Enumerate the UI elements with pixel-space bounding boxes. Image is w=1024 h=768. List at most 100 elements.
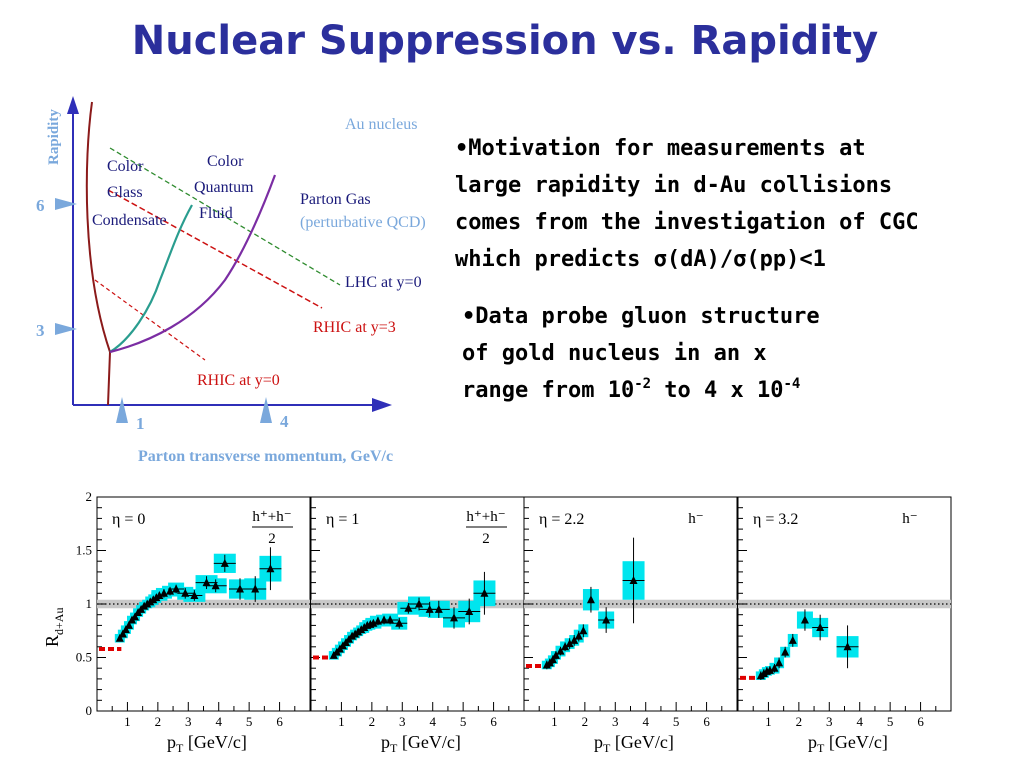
rhic-y0-label: RHIC at y=0 (197, 372, 280, 389)
au-nucleus-label: Au nucleus (345, 116, 417, 133)
diagram-y-axis-arrow (67, 96, 79, 114)
x-tick-label: 1 (124, 714, 131, 729)
data-point (386, 615, 395, 624)
y-tick-label: 2 (86, 489, 93, 504)
eta-label: η = 3.2 (753, 511, 798, 528)
data-point (579, 626, 588, 635)
data-point (155, 590, 164, 599)
x-range-mid: to 4 x 10 (651, 378, 784, 403)
x-tick-label: 3 (612, 714, 619, 729)
data-point (236, 584, 245, 593)
species-denominator: 2 (482, 531, 490, 547)
data-point (166, 586, 175, 595)
data-point (395, 618, 404, 627)
x-axis-label: pT [GeV/c] (808, 732, 888, 755)
data-point (775, 658, 784, 667)
eta-label: η = 2.2 (539, 511, 584, 528)
data-point (380, 615, 389, 624)
data-point (556, 646, 565, 655)
data-point (121, 625, 130, 634)
data-point (373, 616, 382, 625)
x-tick-label: 1 (551, 714, 558, 729)
rdau-panels: 1 2 3 4 5 6 0 0.5 1 1.5 2 Rd+Au pT [GeV/c] η = 0 h⁺+h⁻… (42, 489, 952, 755)
bullet-gluon-line: of gold nucleus in an x (462, 341, 767, 366)
cqf-label-2: Quantum (194, 179, 254, 196)
data-point (480, 588, 489, 597)
data-point (124, 620, 133, 629)
data-point (629, 575, 638, 584)
x-tick-label: 1 (765, 714, 772, 729)
rhic-y3-line (107, 189, 323, 309)
y-tick-label: 1.5 (76, 543, 92, 558)
unity-band (738, 599, 951, 609)
species-numerator: h⁺+h⁻ (466, 509, 505, 525)
data-point (551, 650, 560, 659)
x-tick-4-arrow (260, 397, 272, 423)
x-tick-label: 3 (826, 714, 833, 729)
x-range-exponent-low: -2 (634, 376, 652, 392)
data-point (586, 595, 595, 604)
x-tick-label: 6 (703, 714, 710, 729)
lhc-line (109, 147, 341, 286)
data-point (765, 665, 774, 674)
x-tick-label: 3 (185, 714, 192, 729)
data-point (561, 642, 570, 651)
x-tick-label: 1 (338, 714, 345, 729)
x-tick-label: 2 (155, 714, 162, 729)
cgc-label-3: Condensate (92, 212, 167, 229)
data-point (159, 588, 168, 597)
data-point (118, 629, 127, 638)
data-point (788, 635, 797, 644)
species-denominator: 2 (268, 531, 276, 547)
x-axis-label: pT [GeV/c] (167, 732, 247, 755)
eta-label: η = 1 (326, 511, 359, 528)
data-point (434, 604, 443, 613)
x-range-exponent-high: -4 (783, 376, 801, 392)
data-point (369, 618, 378, 627)
x-axis-label: pT [GeV/c] (594, 732, 674, 755)
y-tick-label: 1 (86, 596, 93, 611)
x-tick-label: 5 (887, 714, 894, 729)
parton-gas-label-1: Parton Gas (300, 191, 371, 208)
data-point (465, 606, 474, 615)
data-point (570, 635, 579, 644)
data-point (565, 639, 574, 648)
bullet-gluon-line: range from 10-2 to 4 x 10-4 (462, 372, 912, 409)
bullet-motivation-line: comes from the investigation of CGC (455, 210, 919, 235)
rhic-y0-line (94, 279, 206, 361)
x-tick-label: 6 (917, 714, 924, 729)
parton-gas-boundary-curve (109, 174, 277, 354)
x-tick-label: 4 (642, 714, 649, 729)
data-point (548, 655, 557, 664)
rhic-y3-label: RHIC at y=3 (313, 319, 396, 336)
x-tick-label: 2 (796, 714, 803, 729)
y-tick-3-arrow (55, 323, 77, 335)
x-tick-label: 3 (399, 714, 406, 729)
x-tick-1-arrow (116, 397, 128, 423)
data-point (770, 663, 779, 672)
data-point (115, 633, 124, 642)
x-tick-label: 2 (582, 714, 589, 729)
x-range-prefix: range from 10 (462, 378, 635, 403)
cgc-boundary-curve (85, 101, 112, 406)
data-point (266, 564, 275, 573)
y-tick-6-arrow (55, 198, 77, 210)
x-tick-label: 5 (673, 714, 680, 729)
species-label: h⁻ (902, 511, 917, 527)
data-point (574, 631, 583, 640)
data-point (843, 642, 852, 651)
cgc-label-1: Color (107, 158, 144, 175)
bullet-gluon-line: •Data probe gluon structure (462, 304, 820, 329)
rapidity-phase-diagram: Rapidity Parton transverse momentum, GeV… (36, 96, 426, 465)
bullet-motivation-line: •Motivation for measurements at (455, 136, 866, 161)
x-tick-label: 6 (276, 714, 283, 729)
data-point (172, 584, 181, 593)
y-axis-label: Rd+Au (42, 608, 66, 647)
diagram-x-axis-arrow (372, 398, 392, 412)
x-axis-label: pT [GeV/c] (381, 732, 461, 755)
y-tick-6-label: 6 (36, 196, 45, 215)
data-point (415, 599, 424, 608)
bullet-motivation-line: which predicts σ(dA)/σ(pp)<1 (455, 247, 826, 272)
x-tick-1-label: 1 (136, 414, 145, 433)
x-tick-label: 4 (429, 714, 436, 729)
